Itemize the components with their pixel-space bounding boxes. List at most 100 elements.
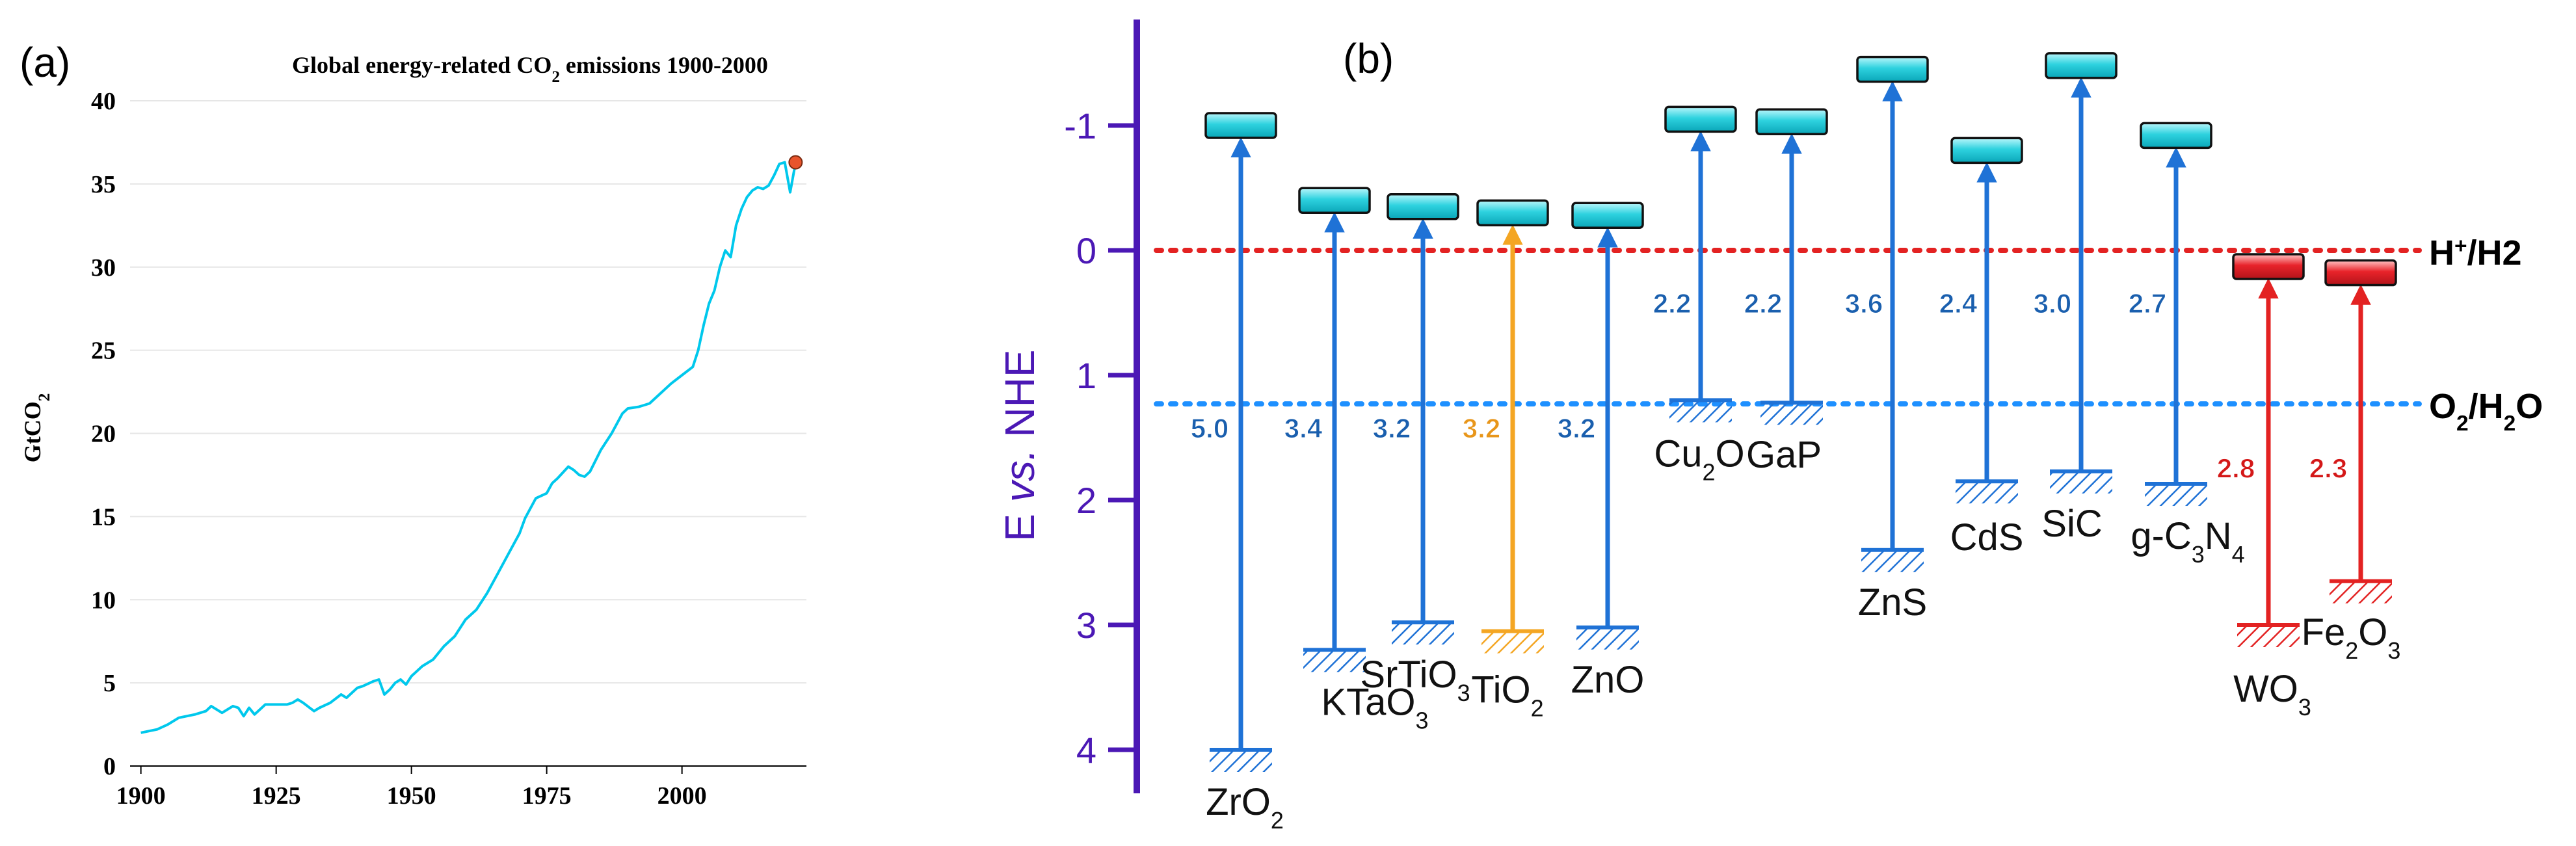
y-tick-label: 30 xyxy=(91,254,116,282)
material-cu2o: 2.2 Cu2O xyxy=(1653,105,1745,485)
valence-band-hatch xyxy=(2145,484,2207,507)
y-tick-label: 1 xyxy=(1076,355,1096,396)
conduction-band xyxy=(1755,108,1828,135)
material-label: KTaO3 xyxy=(1321,681,1428,734)
material-fe2o3: 2.3 Fe2O3 xyxy=(2302,259,2401,664)
material-tio2: 3.2 TiO2 xyxy=(1462,199,1549,722)
valence-band-hatch xyxy=(1576,627,1639,650)
valence-band-hatch xyxy=(1956,481,2018,504)
material-label: ZrO2 xyxy=(1206,781,1284,834)
valence-band-hatch xyxy=(2237,625,2300,647)
y-tick-label: 25 xyxy=(91,337,116,365)
material-label: WO3 xyxy=(2233,668,2311,720)
panel-a-x-ticks: 1900 1925 1950 1975 2000 xyxy=(116,766,707,810)
y-tick-label: 0 xyxy=(1076,230,1096,271)
valence-band-hatch xyxy=(1392,622,1454,645)
y-tick-label: 40 xyxy=(91,88,116,115)
y-tick-label: 15 xyxy=(91,503,116,531)
conduction-band xyxy=(2140,122,2212,150)
band-gap-value: 2.2 xyxy=(1653,288,1691,319)
valence-band-hatch xyxy=(1669,400,1732,423)
valence-band-hatch xyxy=(1861,549,1924,572)
material-label: ZnO xyxy=(1571,659,1645,701)
material-label: g-C3N4 xyxy=(2131,515,2244,568)
panel-b-y-axis-label: E vs. NHE xyxy=(996,349,1043,541)
panel-a-co2-chart: (a) Global energy-related CO2 emissions … xyxy=(20,39,806,810)
series-line-co2 xyxy=(140,161,797,734)
band-gap-value: 3.0 xyxy=(2034,288,2071,319)
valence-band-hatch xyxy=(1210,750,1272,772)
material-label: CdS xyxy=(1950,516,2024,559)
conduction-band xyxy=(1571,202,1644,229)
conduction-band xyxy=(1204,112,1277,139)
material-g-c3n4: 2.7 g-C3N4 xyxy=(2128,122,2245,568)
conduction-band xyxy=(1950,137,2023,165)
valence-band-hatch xyxy=(2330,581,2392,603)
materials-group: 5.0 ZrO2 3.4 KTaO3 3.2 SrTiO3 3.2 TiO2 3.2 ZnO 2.2… xyxy=(1190,52,2401,834)
panel-b-band-diagram: (b) -1 0 1 2 3 4 E vs. NHE H+/H2 O2/H2O 5.0 ZrO… xyxy=(996,20,2543,834)
h-plus-h2-label: H+/H2 xyxy=(2429,233,2522,272)
y-tick-label: 3 xyxy=(1076,605,1096,646)
material-cds: 2.4 CdS xyxy=(1939,137,2024,559)
valence-band-hatch xyxy=(2050,471,2112,494)
x-tick-label: 1975 xyxy=(522,782,572,810)
valence-band-hatch xyxy=(1303,650,1366,672)
x-tick-label: 2000 xyxy=(657,782,707,810)
y-tick-label: 4 xyxy=(1076,730,1096,771)
conduction-band xyxy=(2324,259,2397,287)
band-gap-value: 2.4 xyxy=(1939,288,1978,319)
band-gap-value: 2.7 xyxy=(2129,288,2166,319)
y-tick-label: 20 xyxy=(91,421,116,448)
y-tick-label: 2 xyxy=(1076,480,1096,521)
conduction-band xyxy=(1476,199,1549,227)
material-label: ZnS xyxy=(1858,581,1927,624)
band-gap-value: 3.4 xyxy=(1284,413,1323,443)
conduction-band xyxy=(1664,105,1737,133)
x-tick-label: 1925 xyxy=(252,782,301,810)
latest-point-marker xyxy=(788,155,803,170)
valence-band-hatch xyxy=(1760,403,1823,425)
material-label: GaP xyxy=(1746,434,1822,476)
material-ktao3: 3.4 KTaO3 xyxy=(1284,187,1429,734)
y-tick-label: 35 xyxy=(91,171,116,198)
panel-a-label: (a) xyxy=(20,39,70,86)
y-tick-label: 0 xyxy=(103,753,116,780)
material-label: Fe2O3 xyxy=(2302,611,2401,664)
o2-h2o-label: O2/H2O xyxy=(2429,387,2543,436)
panel-a-title: Global energy-related CO2 emissions 1900… xyxy=(292,52,768,86)
band-gap-value: 3.2 xyxy=(1558,413,1595,443)
band-gap-value: 2.3 xyxy=(2309,453,2347,483)
material-zno: 3.2 ZnO xyxy=(1557,202,1645,701)
conduction-band xyxy=(1856,55,1929,83)
x-tick-label: 1950 xyxy=(387,782,436,810)
material-wo3: 2.8 WO3 xyxy=(2216,253,2311,720)
conduction-band xyxy=(2045,52,2118,79)
material-sic: 3.0 SiC xyxy=(2033,52,2118,545)
x-tick-label: 1900 xyxy=(116,782,166,810)
conduction-band xyxy=(2232,253,2305,280)
band-gap-value: 3.2 xyxy=(1373,413,1411,443)
y-tick-label: 10 xyxy=(91,587,116,614)
conduction-band xyxy=(1387,193,1459,220)
panel-a-gridlines xyxy=(130,100,806,684)
panel-a-y-axis-label: GtCO2 xyxy=(20,393,53,463)
band-gap-value: 2.2 xyxy=(1744,288,1782,319)
material-gap: 2.2 GaP xyxy=(1744,108,1828,476)
band-gap-value: 3.2 xyxy=(1463,413,1500,443)
y-tick-label: -1 xyxy=(1064,105,1096,146)
band-gap-value: 2.8 xyxy=(2217,453,2255,483)
material-srtio3: 3.2 SrTiO3 xyxy=(1360,193,1470,706)
material-label: Cu2O xyxy=(1654,432,1744,485)
material-label: SrTiO3 xyxy=(1360,654,1470,706)
material-zns: 3.6 ZnS xyxy=(1844,55,1929,624)
conduction-band xyxy=(1298,187,1371,214)
panel-a-y-ticks: 0 5 10 15 20 25 30 35 40 xyxy=(91,88,116,780)
valence-band-hatch xyxy=(1481,631,1544,654)
material-label: TiO2 xyxy=(1471,669,1543,722)
panel-b-label: (b) xyxy=(1343,35,1394,82)
panel-b-y-ticks: -1 0 1 2 3 4 xyxy=(1064,105,1137,771)
y-tick-label: 5 xyxy=(103,670,116,697)
band-gap-value: 5.0 xyxy=(1191,413,1228,443)
material-zro2: 5.0 ZrO2 xyxy=(1190,112,1284,834)
